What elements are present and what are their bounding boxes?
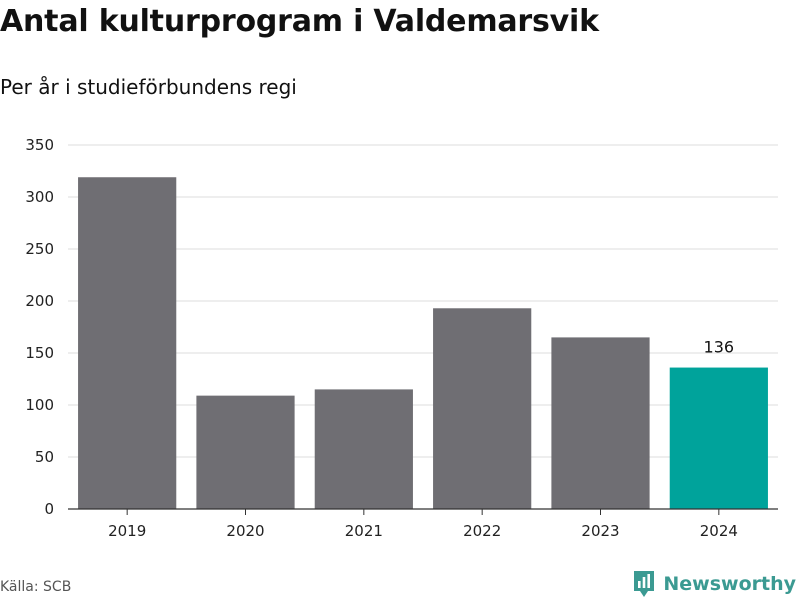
y-tick-label: 0 [44,500,54,518]
y-tick-label: 150 [25,344,54,362]
brand-logo: Newsworthy [632,568,796,600]
brand-name: Newsworthy [663,573,796,595]
bar-2020 [196,395,295,509]
x-tick-label: 2021 [345,522,383,540]
bar-2019 [78,177,177,510]
x-tick-label: 2019 [108,522,146,540]
bar-2023 [551,337,650,509]
y-tick-label: 200 [25,292,54,310]
y-tick-label: 50 [35,448,54,466]
x-tick-label: 2023 [581,522,619,540]
bar-2021 [314,389,413,509]
data-label-2024: 136 [704,338,735,357]
x-tick-label: 2020 [226,522,264,540]
chart-title: Antal kulturprogram i Valdemarsvik [0,4,599,39]
x-axis-ticks: 2019 2020 2021 2022 2023 2024 [108,509,738,540]
newsworthy-logo-icon [634,571,655,597]
x-tick-label: 2022 [463,522,501,540]
x-tick-label: 2024 [700,522,738,540]
bar-2022 [433,308,532,509]
chart-subtitle: Per år i studieförbundens regi [0,75,297,99]
y-tick-label: 350 [25,136,54,154]
bar-2024 [669,367,768,509]
y-tick-label: 100 [25,396,54,414]
y-axis-ticks: 0 50 100 150 200 250 300 350 [25,136,54,518]
bars [78,177,768,510]
y-tick-label: 300 [25,188,54,206]
source-note: Källa: SCB [0,579,72,595]
grid-lines [68,144,778,458]
data-labels: 136 [704,338,735,357]
y-tick-label: 250 [25,240,54,258]
